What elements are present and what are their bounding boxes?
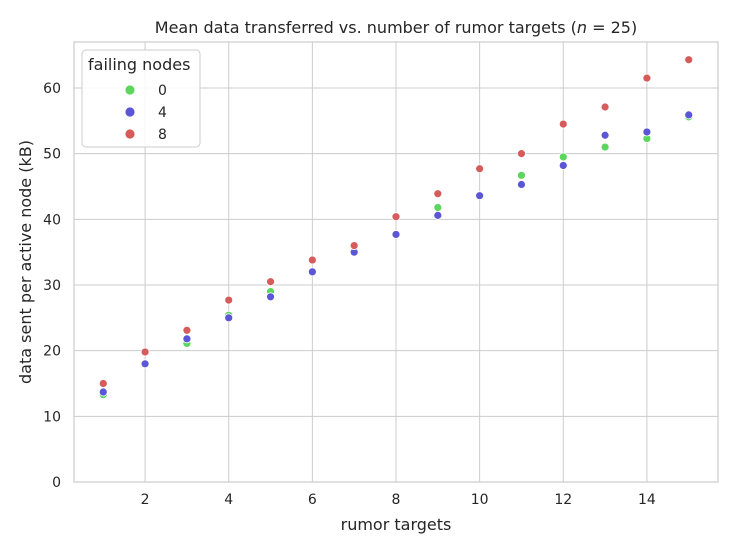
legend-label: 0 bbox=[158, 83, 167, 99]
data-point bbox=[600, 130, 610, 140]
x-tick-label: 6 bbox=[308, 492, 317, 508]
legend-box bbox=[81, 49, 201, 148]
data-point bbox=[558, 161, 568, 170]
data-point bbox=[600, 142, 610, 152]
legend-marker bbox=[124, 128, 136, 140]
data-point bbox=[98, 387, 108, 397]
data-point bbox=[684, 110, 694, 120]
y-tick-label: 60 bbox=[43, 81, 61, 97]
plot-frame bbox=[73, 41, 719, 483]
x-tick-label: 12 bbox=[554, 492, 572, 508]
data-point bbox=[266, 277, 275, 287]
data-point bbox=[182, 334, 192, 344]
data-point bbox=[558, 152, 568, 162]
data-point bbox=[684, 55, 694, 65]
x-tick-label: 10 bbox=[471, 492, 489, 508]
data-point bbox=[349, 241, 359, 250]
data-point bbox=[433, 210, 443, 220]
data-point bbox=[307, 267, 317, 277]
x-axis-label: rumor targets bbox=[341, 515, 452, 534]
data-point bbox=[642, 73, 652, 83]
data-point bbox=[140, 347, 150, 357]
y-tick-label: 50 bbox=[43, 147, 61, 163]
x-tick-label: 4 bbox=[224, 492, 233, 508]
grid-layer bbox=[74, 42, 718, 483]
chart-title: Mean data transferred vs. number of rumo… bbox=[155, 18, 637, 37]
legend-marker bbox=[124, 106, 136, 118]
legend: failing nodes 0 4 8 bbox=[81, 49, 201, 148]
data-point bbox=[224, 313, 234, 323]
data-point bbox=[475, 191, 485, 201]
data-point bbox=[266, 292, 275, 302]
data-point bbox=[140, 359, 150, 369]
data-point bbox=[98, 379, 108, 388]
legend-label: 8 bbox=[158, 127, 167, 143]
x-tick-label: 8 bbox=[392, 492, 401, 508]
data-point bbox=[475, 164, 485, 174]
data-point bbox=[391, 212, 401, 222]
y-tick-label: 0 bbox=[52, 475, 61, 491]
data-point bbox=[433, 203, 443, 212]
data-point bbox=[224, 295, 234, 305]
series-4 bbox=[98, 110, 694, 397]
data-point bbox=[182, 325, 192, 335]
data-point bbox=[642, 127, 652, 137]
y-tick-label: 10 bbox=[43, 409, 61, 425]
points-layer bbox=[98, 55, 694, 400]
data-point bbox=[517, 149, 526, 159]
data-point bbox=[600, 102, 610, 112]
y-tick-label: 30 bbox=[43, 278, 61, 294]
legend-marker bbox=[124, 84, 136, 96]
y-tick-label: 20 bbox=[43, 344, 61, 360]
x-tick-label: 14 bbox=[638, 492, 656, 508]
data-point bbox=[391, 230, 401, 239]
y-axis-label: data sent per active node (kB) bbox=[16, 140, 35, 384]
data-point bbox=[558, 119, 568, 129]
data-point bbox=[433, 189, 443, 199]
data-point bbox=[517, 180, 526, 189]
legend-label: 4 bbox=[158, 105, 167, 121]
legend-title: failing nodes bbox=[88, 55, 190, 74]
x-tick-label: 2 bbox=[141, 492, 150, 508]
series-8 bbox=[98, 55, 694, 388]
data-point bbox=[307, 255, 317, 265]
data-point bbox=[517, 170, 526, 180]
y-tick-label: 40 bbox=[43, 212, 61, 228]
